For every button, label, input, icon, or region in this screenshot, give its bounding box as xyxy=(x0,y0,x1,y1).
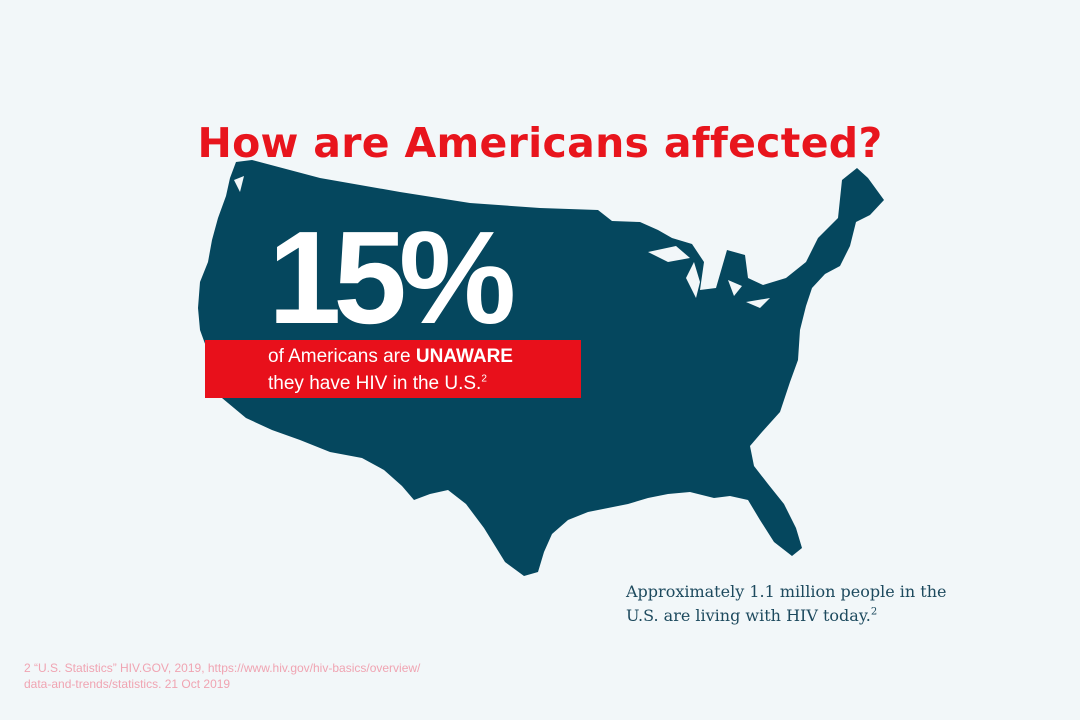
stat-description-line-1: of Americans are UNAWARE xyxy=(268,343,513,370)
prevalence-note-line-2: U.S. are living with HIV today.2 xyxy=(626,604,966,628)
source-footnote-line-1: 2 “U.S. Statistics” HIV.GOV, 2019, https… xyxy=(24,661,421,675)
prevalence-note: Approximately 1.1 million people in the … xyxy=(626,580,966,628)
stat-description: of Americans are UNAWARE they have HIV i… xyxy=(268,343,513,397)
stat-reference: 2 xyxy=(481,373,487,385)
source-footnote-line-2: data-and-trends/statistics. 21 Oct 2019 xyxy=(24,677,231,691)
prevalence-note-text: U.S. are living with HIV today. xyxy=(626,606,871,625)
stat-description-line-2: they have HIV in the U.S.2 xyxy=(268,370,513,397)
stat-percentage: 15% xyxy=(268,204,516,351)
prevalence-note-line-1: Approximately 1.1 million people in the xyxy=(626,582,947,601)
stat-description-text: they have HIV in the U.S. xyxy=(268,373,482,394)
page-title: How are Americans affected? xyxy=(197,119,883,168)
stat-banner xyxy=(205,340,581,398)
stat-description-prefix: of Americans are xyxy=(268,346,416,367)
stat-description-emphasis: UNAWARE xyxy=(415,346,513,367)
source-footnote: 2 “U.S. Statistics” HIV.GOV, 2019, https… xyxy=(24,660,544,692)
prevalence-note-reference: 2 xyxy=(870,606,878,618)
